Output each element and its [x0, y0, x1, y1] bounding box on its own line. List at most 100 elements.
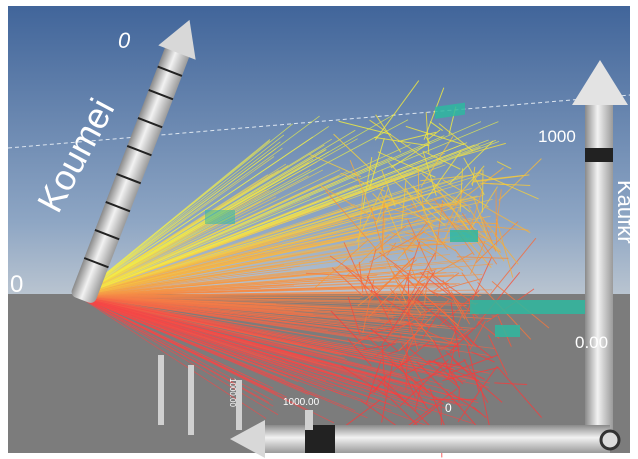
cluster-line	[466, 344, 480, 392]
link-line	[77, 176, 462, 297]
cluster-line	[305, 272, 361, 277]
link-line	[77, 113, 395, 297]
link-line	[77, 295, 473, 424]
cluster-line	[433, 272, 460, 292]
cluster-line	[454, 249, 481, 282]
cluster-line	[378, 198, 394, 221]
cluster-line	[456, 256, 509, 259]
cluster-line	[411, 383, 429, 410]
cluster-line	[465, 334, 478, 348]
cluster-line	[365, 359, 382, 405]
link-line	[77, 119, 409, 297]
cluster-line	[425, 112, 430, 154]
cluster-line	[381, 169, 396, 207]
cluster-line	[400, 195, 446, 213]
cluster-line	[381, 203, 385, 248]
link-line	[77, 295, 415, 380]
link-line	[77, 162, 380, 297]
cluster-line	[414, 384, 422, 412]
cluster-line	[400, 243, 443, 247]
cluster-line	[347, 338, 372, 367]
link-line	[77, 251, 341, 297]
bottom-axis-pole	[230, 420, 621, 458]
cluster-line	[379, 199, 399, 202]
link-line	[77, 295, 423, 359]
link-line	[77, 295, 367, 377]
cluster-line	[425, 150, 462, 200]
cluster-line	[343, 242, 371, 302]
cluster-line	[369, 138, 385, 188]
link-line	[77, 274, 483, 297]
link-line	[77, 295, 329, 332]
cluster-line	[376, 378, 410, 406]
cluster-line	[481, 169, 484, 213]
link-line	[77, 136, 313, 297]
link-line	[77, 253, 451, 297]
link-line	[77, 144, 325, 297]
cluster-line	[309, 153, 362, 178]
cluster-line	[375, 114, 402, 153]
cluster-line	[375, 187, 389, 228]
link-line	[77, 204, 355, 297]
cluster-line	[495, 218, 514, 278]
cluster-line	[409, 237, 446, 243]
link-line	[77, 295, 490, 384]
cluster-line	[380, 258, 413, 291]
link-line	[77, 196, 277, 297]
link-line	[77, 144, 475, 297]
cluster-line	[420, 174, 472, 182]
cluster-line	[407, 219, 434, 275]
cluster-line	[398, 299, 450, 352]
cluster-line	[377, 151, 436, 178]
cluster-line	[464, 256, 493, 317]
link-line	[77, 295, 421, 396]
link-line	[77, 272, 447, 297]
cluster-line	[427, 360, 459, 366]
cluster-line	[404, 320, 459, 347]
link-line	[77, 232, 336, 297]
cluster-line	[469, 189, 483, 229]
cluster-line	[442, 179, 489, 208]
link-line	[77, 295, 424, 332]
cluster-line	[388, 244, 414, 252]
cluster-line	[413, 203, 454, 223]
cluster-line	[405, 340, 409, 390]
cluster-line	[369, 231, 425, 263]
cluster-line	[405, 311, 419, 350]
cluster-line	[457, 220, 498, 225]
cluster-line	[340, 172, 386, 192]
cluster-line	[445, 351, 464, 369]
cluster-line	[496, 366, 543, 418]
cluster-line	[415, 298, 472, 346]
link-line	[77, 295, 299, 383]
cluster-line	[358, 261, 364, 293]
axis-label: 1000.00	[283, 397, 320, 408]
cluster-line	[445, 187, 465, 228]
cluster-line	[432, 339, 460, 389]
cluster-line	[458, 142, 506, 157]
link-line	[77, 140, 271, 297]
link-line	[77, 295, 457, 345]
link-line	[77, 169, 341, 297]
cluster-line	[405, 125, 465, 146]
link-line	[77, 295, 353, 389]
cluster-line	[331, 267, 365, 298]
cluster-line	[381, 343, 387, 396]
cluster-line	[382, 340, 431, 381]
cluster-line	[447, 342, 456, 380]
cluster-line	[438, 314, 493, 359]
cluster-line	[424, 203, 466, 206]
axis-label: 0	[10, 271, 23, 298]
cluster-line	[468, 186, 498, 233]
cluster-line	[449, 167, 504, 209]
cluster-line	[370, 328, 398, 351]
cluster-line	[398, 310, 428, 369]
cluster-line	[406, 348, 460, 374]
cluster-line	[400, 342, 429, 394]
link-line	[77, 295, 342, 356]
cluster-line	[450, 291, 471, 325]
cluster-line	[366, 335, 427, 395]
link-line	[77, 198, 493, 297]
cluster-line	[360, 400, 397, 426]
cluster-line	[424, 270, 429, 304]
